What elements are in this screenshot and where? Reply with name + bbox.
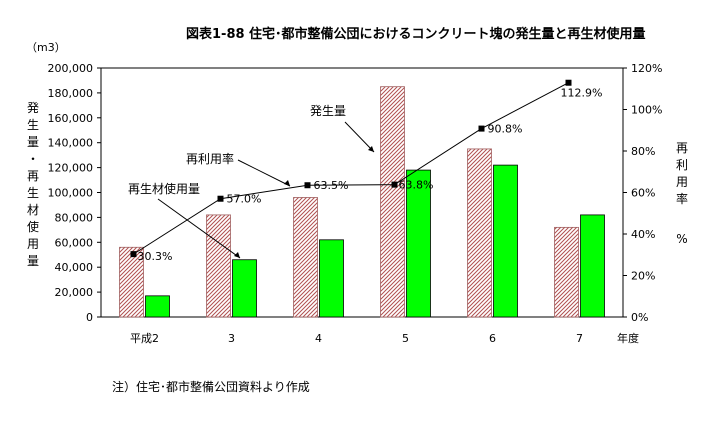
bar-recycled-used xyxy=(580,214,605,318)
bars xyxy=(119,86,605,318)
x-category-label: 6 xyxy=(489,332,496,345)
right-tick-label: 20% xyxy=(631,270,655,283)
right-axis-label: 再利用率% xyxy=(676,141,688,246)
reuse-rate-data-label: 112.9% xyxy=(561,87,603,100)
right-axis-unit: % xyxy=(676,232,687,246)
callout-leader xyxy=(237,159,291,187)
left-axis-label-char: 生 xyxy=(27,186,39,200)
bar-recycled-used xyxy=(319,239,344,318)
right-axis-label-char: 率 xyxy=(676,191,688,206)
left-axis-label-char: ・ xyxy=(27,152,39,166)
left-axis-ticks: 0 20,000 40,000 60,000 80,000 100,000 120,000 1… xyxy=(48,62,101,324)
right-tick-label: 120% xyxy=(631,62,662,75)
reuse-rate-data-label: 90.8% xyxy=(488,123,523,136)
right-axis-label-char: 再 xyxy=(676,141,688,155)
left-tick-label: 160,000 xyxy=(48,112,94,125)
right-tick-label: 100% xyxy=(631,104,662,117)
callout-arrowhead xyxy=(234,252,240,258)
bar-recycled-used xyxy=(145,295,170,318)
left-axis-label: 発生量・再生材使用量 xyxy=(27,101,39,268)
right-axis-label-char: 利 xyxy=(676,158,688,172)
reuse-rate-point xyxy=(304,182,311,189)
callout-arrowhead xyxy=(368,146,374,152)
left-tick-label: 40,000 xyxy=(55,261,94,274)
left-tick-label: 120,000 xyxy=(48,162,94,175)
bar-recycled-used xyxy=(493,164,518,318)
reuse-rate-point xyxy=(130,251,137,258)
reuse-rate-polyline xyxy=(133,82,569,255)
x-category-label: 4 xyxy=(315,332,322,345)
bar-generated xyxy=(467,148,492,318)
reuse-rate-data-label: 63.5% xyxy=(314,179,349,192)
callout-leader xyxy=(157,198,241,259)
left-tick-label: 20,000 xyxy=(55,286,94,299)
right-tick-label: 40% xyxy=(631,228,655,241)
left-unit-label: （m3） xyxy=(26,41,66,54)
right-tick-label: 80% xyxy=(631,145,655,158)
right-tick-label: 60% xyxy=(631,187,655,200)
left-axis-label-char: 用 xyxy=(27,237,39,251)
left-axis-label-char: 発 xyxy=(27,101,39,115)
left-axis-label-char: 量 xyxy=(27,254,39,268)
bar-recycled-used xyxy=(406,169,431,318)
callout-arrowhead xyxy=(284,180,290,186)
reuse-rate-line: 30.3% 57.0% 63.5% 63.8% 90.8% 112.9% xyxy=(130,79,603,263)
x-category-label: 3 xyxy=(228,332,235,345)
bar-generated xyxy=(206,214,231,318)
reuse-rate-point xyxy=(391,181,398,188)
reuse-rate-point xyxy=(565,79,572,86)
right-axis-label-char: 用 xyxy=(676,175,688,189)
left-tick-label: 60,000 xyxy=(55,236,94,249)
x-category-label: 5 xyxy=(402,332,409,345)
left-tick-label: 180,000 xyxy=(48,87,94,100)
right-tick-label: 0% xyxy=(631,311,648,324)
x-category-label: 7 xyxy=(576,332,583,345)
left-axis-label-char: 生 xyxy=(27,118,39,132)
reuse-rate-data-label: 63.8% xyxy=(399,179,434,192)
left-axis-label-char: 再 xyxy=(27,169,39,183)
x-axis-categories: 平成2 3 4 5 6 7 xyxy=(130,332,583,345)
chart-title: 図表1-88 住宅･都市整備公団におけるコンクリート塊の発生量と再生材使用量 xyxy=(186,26,646,42)
footnote: 注）住宅･都市整備公団資料より作成 xyxy=(112,379,310,394)
reuse-rate-data-label: 30.3% xyxy=(138,250,173,263)
right-axis-ticks: 0% 20% 40% 60% 80% 100% 120% xyxy=(623,62,662,324)
callout-leader xyxy=(344,121,375,153)
bar-recycled-used xyxy=(232,259,257,318)
left-tick-label: 140,000 xyxy=(48,137,94,150)
left-tick-label: 200,000 xyxy=(48,62,94,75)
callout-label: 再利用率 xyxy=(186,151,234,166)
bar-generated xyxy=(554,226,579,318)
x-axis-label: 年度 xyxy=(617,331,639,345)
left-tick-label: 80,000 xyxy=(55,211,94,224)
reuse-rate-point xyxy=(217,195,224,202)
bar-generated xyxy=(380,86,405,318)
callout-label: 発生量 xyxy=(310,104,346,118)
left-axis-label-char: 材 xyxy=(27,203,39,217)
reuse-rate-point xyxy=(478,125,485,132)
callout-label: 再生材使用量 xyxy=(128,181,200,196)
left-axis-label-char: 量 xyxy=(27,135,39,149)
bar-generated xyxy=(119,246,144,318)
reuse-rate-data-label: 57.0% xyxy=(227,193,262,206)
bar-generated xyxy=(293,197,318,318)
left-tick-label: 100,000 xyxy=(48,187,94,200)
left-tick-label: 0 xyxy=(86,311,93,324)
x-category-label: 平成2 xyxy=(130,332,159,345)
left-axis-label-char: 使 xyxy=(27,219,39,234)
